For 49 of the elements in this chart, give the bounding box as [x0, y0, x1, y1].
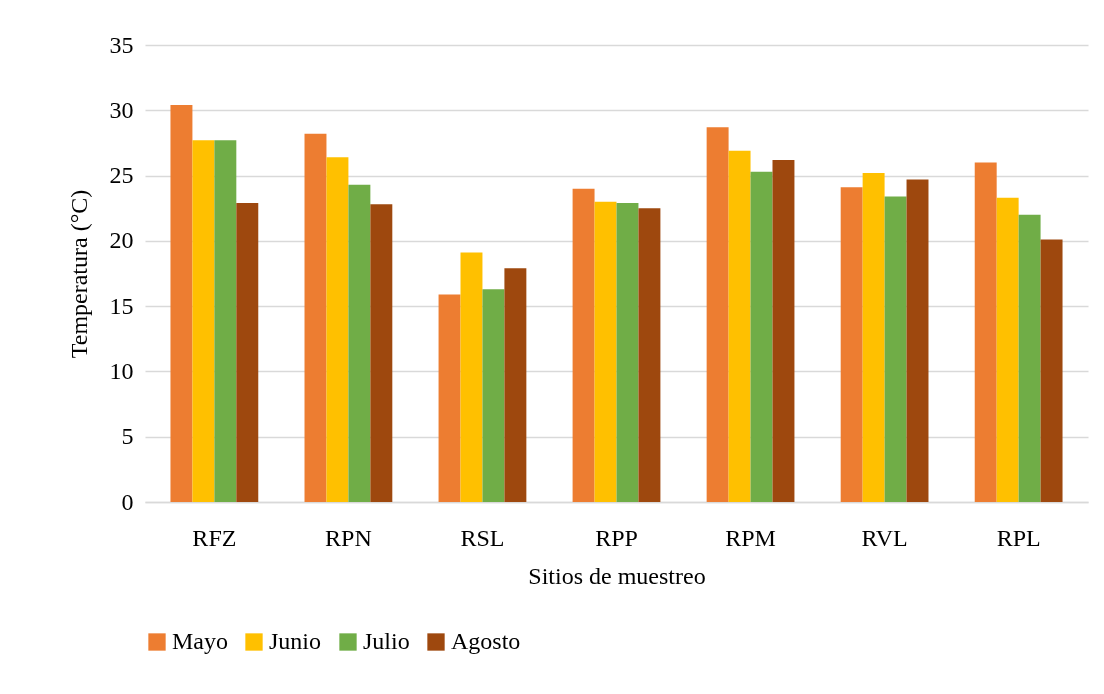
bar [996, 197, 1019, 502]
y-tick-label: 20 [109, 227, 134, 254]
y-axis-title: Temperatura (°C) [65, 189, 92, 359]
x-tick-label: RSL [460, 524, 505, 551]
bar [504, 268, 527, 502]
y-tick-label: 10 [109, 357, 134, 384]
legend-label: Mayo [172, 628, 228, 654]
bar [728, 150, 751, 502]
x-tick-label: RPM [725, 524, 776, 551]
x-tick-label: RPL [996, 524, 1041, 551]
bar [348, 184, 371, 502]
bar [750, 171, 773, 502]
bar [840, 187, 863, 502]
y-tick-label: 15 [109, 292, 134, 319]
bar [974, 162, 997, 502]
y-tick-label: 35 [109, 31, 134, 58]
x-axis-title: Sitios de muestreo [528, 562, 706, 589]
legend-label: Agosto [451, 628, 521, 654]
y-tick-label: 25 [109, 162, 134, 189]
bar [438, 294, 461, 502]
legend-label: Julio [363, 628, 410, 654]
bar [884, 196, 907, 502]
bar [706, 127, 729, 502]
x-tick-label: RVL [861, 524, 908, 551]
bar [594, 201, 617, 502]
y-tick-label: 0 [121, 488, 134, 515]
bar [214, 140, 237, 502]
bar [616, 202, 639, 502]
y-tick-label: 30 [109, 96, 134, 123]
bar [862, 172, 885, 502]
bar [1040, 239, 1063, 502]
bar [326, 157, 349, 502]
bar [236, 202, 259, 502]
bar [370, 204, 393, 502]
x-tick-label: RPN [325, 524, 372, 551]
bar [906, 179, 929, 502]
bar [192, 140, 215, 502]
bar [572, 188, 595, 502]
legend-label: Junio [269, 628, 322, 654]
x-tick-label: RPP [595, 524, 638, 551]
y-tick-label: 5 [121, 423, 134, 450]
bar [170, 105, 193, 502]
bar [304, 133, 327, 502]
bar [460, 252, 483, 502]
bar [1018, 214, 1041, 502]
bar [482, 289, 505, 502]
bar [772, 159, 795, 502]
bar [638, 208, 661, 502]
x-tick-label: RFZ [192, 524, 237, 551]
